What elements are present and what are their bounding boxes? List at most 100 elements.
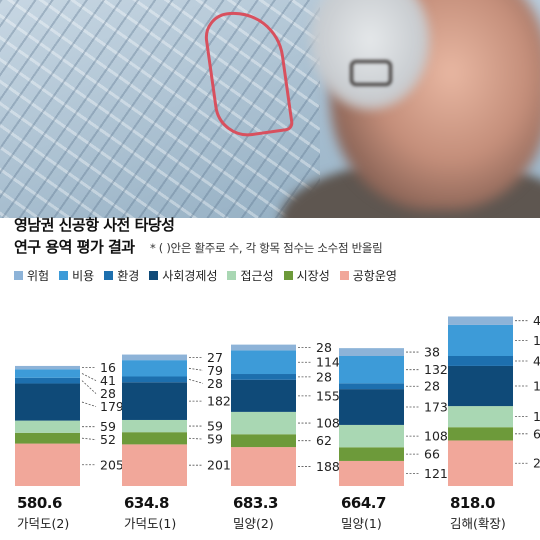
- bar-segment: [122, 360, 187, 377]
- value-label: 205: [100, 457, 124, 472]
- value-label: 173: [424, 400, 448, 415]
- legend-item: 접근성: [227, 267, 274, 284]
- stacked-bar-chart: 2055259179284116580.6가덕도(2)2015959182287…: [15, 313, 540, 531]
- label-leader-line: [81, 437, 97, 441]
- bar-segment: [339, 356, 404, 384]
- total-score-label: 683.3: [233, 494, 278, 512]
- label-leader-line: [188, 367, 204, 371]
- legend-swatch: [283, 271, 293, 280]
- bar-segment: [15, 377, 80, 384]
- legend-swatch: [339, 271, 349, 280]
- legend-item: 사회경제성: [149, 267, 217, 284]
- value-label: 182: [207, 394, 231, 409]
- legend-item: 환경: [104, 267, 139, 284]
- value-label: 28: [207, 376, 223, 391]
- legend-swatch: [14, 271, 23, 280]
- bar-segment: [231, 411, 296, 435]
- value-label: 155: [316, 388, 340, 403]
- value-label: 114: [316, 355, 340, 370]
- bar-segment: [448, 365, 513, 407]
- total-score-label: 634.8: [124, 494, 169, 512]
- legend-label: 환경: [117, 269, 140, 283]
- value-label: 64: [533, 426, 540, 441]
- bar-segment: [122, 376, 187, 383]
- value-label: 102: [533, 409, 540, 424]
- total-score-label: 664.7: [341, 494, 386, 512]
- chart-title-line2: 연구 용역 평가 결과: [14, 238, 135, 256]
- bar-segment: [15, 383, 80, 421]
- airport-map-image: [0, 0, 320, 218]
- value-label: 52: [100, 432, 116, 447]
- category-label: 밀양(1): [341, 516, 382, 531]
- bar-segment: [231, 344, 296, 351]
- category-label: 가덕도(1): [124, 516, 176, 531]
- legend-item: 시장성: [283, 267, 330, 284]
- legend-label: 시장성: [296, 269, 330, 283]
- value-label: 41: [100, 373, 116, 388]
- legend-item: 공항운영: [339, 267, 397, 284]
- label-leader-line: [188, 437, 204, 440]
- bar-segment: [448, 427, 513, 441]
- bar-segment: [448, 406, 513, 428]
- bar-segment: [339, 460, 404, 486]
- value-label: 132: [424, 362, 448, 377]
- value-label: 79: [207, 363, 223, 378]
- chart-title-line1: 영남권 신공항 사전 타당성: [14, 216, 175, 234]
- value-label: 108: [316, 416, 340, 431]
- value-label: 59: [207, 432, 223, 447]
- value-label: 38: [424, 345, 440, 360]
- bar-segment: [122, 444, 187, 486]
- value-label: 62: [316, 433, 332, 448]
- bar-segment: [231, 374, 296, 380]
- total-score-label: 818.0: [450, 494, 495, 512]
- category-label: 김해(확장): [450, 516, 506, 531]
- bar-segment: [339, 348, 404, 357]
- bar-segment: [448, 316, 513, 325]
- value-label: 108: [424, 429, 448, 444]
- value-label: 66: [424, 447, 440, 462]
- value-label: 48: [533, 353, 540, 368]
- value-label: 28: [100, 386, 116, 401]
- value-label: 41: [533, 313, 540, 328]
- bar-segment: [15, 369, 80, 378]
- background-photo: [0, 0, 540, 218]
- legend-swatch: [104, 271, 114, 280]
- label-leader-line: [81, 373, 97, 381]
- legend-label: 접근성: [240, 269, 274, 283]
- bar-segment: [448, 324, 513, 357]
- value-label: 220: [533, 456, 540, 471]
- bar-segment: [231, 447, 296, 486]
- legend-item: 비용: [59, 267, 94, 284]
- value-label: 28: [424, 379, 440, 394]
- value-label: 59: [207, 419, 223, 434]
- bar-segment: [15, 443, 80, 486]
- bar-segment: [122, 419, 187, 433]
- person-hair: [310, 0, 430, 110]
- bar-segment: [339, 383, 404, 390]
- legend-label: 비용: [72, 269, 95, 283]
- legend-swatch: [59, 271, 69, 280]
- bar-segment: [339, 447, 404, 461]
- value-label: 27: [207, 350, 223, 365]
- bar-segment: [122, 382, 187, 420]
- total-score-label: 580.6: [17, 494, 62, 512]
- bar-segment: [231, 350, 296, 375]
- value-label: 28: [316, 340, 332, 355]
- bar-segment: [15, 365, 80, 370]
- bar-segment: [339, 389, 404, 425]
- value-label: 194: [533, 379, 540, 394]
- bar-segment: [122, 432, 187, 445]
- bar-segment: [231, 379, 296, 412]
- chart-note: * ( )안은 활주로 수, 각 항목 점수는 소수점 반올림: [150, 241, 383, 255]
- person-glasses: [350, 60, 392, 86]
- bar-segment: [15, 432, 80, 444]
- legend-swatch: [149, 271, 159, 280]
- bar-segment: [448, 440, 513, 486]
- label-leader-line: [81, 401, 97, 407]
- legend-label: 사회경제성: [162, 269, 218, 283]
- value-label: 201: [207, 458, 231, 473]
- legend-item: 위험: [14, 267, 49, 284]
- category-label: 밀양(2): [233, 516, 274, 531]
- value-label: 188: [316, 459, 340, 474]
- bar-segment: [339, 424, 404, 448]
